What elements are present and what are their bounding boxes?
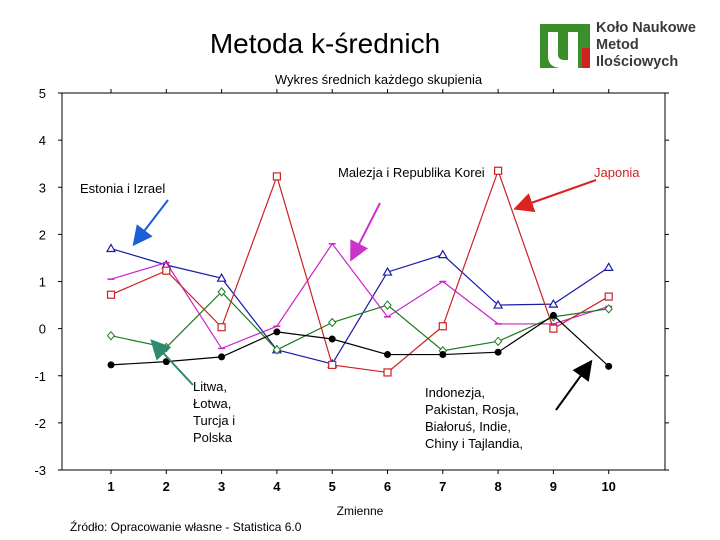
data-point (437, 249, 448, 259)
data-point (383, 368, 392, 377)
y-tick-label: 3 (39, 180, 46, 195)
x-tick-label: 9 (550, 479, 557, 494)
data-point (493, 299, 504, 309)
data-point (328, 317, 337, 328)
data-point (328, 335, 336, 343)
y-tick-label: 2 (39, 227, 46, 242)
series-line-2 (110, 242, 609, 350)
data-point (106, 290, 116, 299)
arrow-estonia (132, 199, 169, 247)
data-point (162, 266, 171, 275)
annotation-malezja: Malezja i Republika Korei (338, 165, 485, 180)
data-point (328, 360, 337, 370)
data-point (272, 345, 282, 355)
x-tick-label: 7 (439, 479, 446, 494)
y-tick-label: 5 (39, 86, 46, 101)
annotation-litwa-line: Litwa, (193, 379, 227, 394)
logo-line-1: Koło Naukowe (596, 20, 696, 36)
data-point (216, 272, 227, 282)
chart-title: Wykres średnich każdego skupienia (275, 72, 483, 87)
logo-line-2: Metod (596, 37, 639, 53)
data-point (106, 330, 116, 341)
data-point (218, 353, 226, 361)
slide-title: Metoda k-średnich (209, 28, 441, 59)
data-point (604, 292, 613, 301)
annotation-indonezja: Indonezja, Pakistan, Rosja, Białoruś, In… (425, 384, 523, 452)
annotation-indonezja-line: Pakistan, Rosja, (425, 402, 519, 417)
x-tick-label: 4 (273, 479, 281, 494)
data-point (217, 323, 226, 332)
data-point (217, 287, 226, 297)
y-tick-label: -3 (34, 463, 46, 478)
data-point (549, 324, 558, 333)
x-tick-label: 1 (107, 479, 114, 494)
x-axis-label: Zmienne (337, 504, 384, 518)
x-tick-label: 2 (163, 479, 170, 494)
data-point (107, 361, 115, 369)
data-point (439, 351, 447, 359)
series-line-4 (110, 291, 609, 352)
data-point (438, 322, 447, 331)
annotation-litwa: Litwa, Łotwa, Turcja i Polska (193, 378, 235, 446)
annotation-litwa-line: Turcja i (193, 413, 236, 428)
annotation-indonezja-line: Białoruś, Indie, (425, 419, 511, 434)
data-point (604, 304, 613, 314)
logo-mark-icon (540, 24, 590, 68)
logo-line-3: Ilościowych (596, 54, 679, 70)
data-point (494, 166, 503, 175)
x-tick-label: 3 (218, 479, 225, 494)
data-point (384, 351, 391, 359)
arrow-malezja (350, 202, 381, 262)
x-tick-label: 5 (329, 479, 336, 494)
data-point (383, 300, 392, 310)
data-point (605, 362, 613, 370)
arrow-indonezja (555, 359, 593, 411)
series-line-3 (110, 168, 610, 374)
data-point (273, 328, 281, 336)
kolo-logo: Koło Naukowe Metod Ilościowych (538, 18, 708, 74)
data-point (105, 243, 117, 253)
arrow-litwa (150, 339, 194, 386)
annotation-litwa-line: Polska (193, 430, 233, 445)
data-point (494, 348, 502, 356)
data-point (493, 336, 503, 347)
annotation-japonia: Japonia (594, 165, 640, 180)
source-note: Źródło: Opracowanie własne - Statistica … (70, 520, 302, 534)
series-line-5 (110, 314, 610, 367)
y-tick-label: 1 (39, 275, 46, 290)
series-line-1 (110, 247, 610, 365)
arrow-japonia (513, 179, 597, 213)
y-tick-label: -2 (34, 416, 46, 431)
plot-frame (61, 92, 666, 471)
annotation-indonezja-line: Chiny i Tajlandia, (425, 436, 524, 451)
data-point (549, 311, 557, 319)
y-tick-label: 0 (39, 322, 46, 337)
annotation-indonezja-line: Indonezja, (425, 385, 485, 400)
x-tick-label: 8 (494, 479, 501, 494)
annotation-estonia: Estonia i Izrael (80, 181, 166, 196)
data-point (603, 262, 614, 271)
x-tick-label: 6 (384, 479, 391, 494)
data-point (548, 298, 559, 308)
y-tick-label: 4 (39, 133, 46, 148)
data-point (382, 266, 393, 276)
y-tick-label: -1 (34, 369, 46, 384)
annotation-litwa-line: Łotwa, (193, 396, 232, 411)
data-point (272, 172, 281, 181)
x-tick-label: 10 (601, 479, 615, 494)
